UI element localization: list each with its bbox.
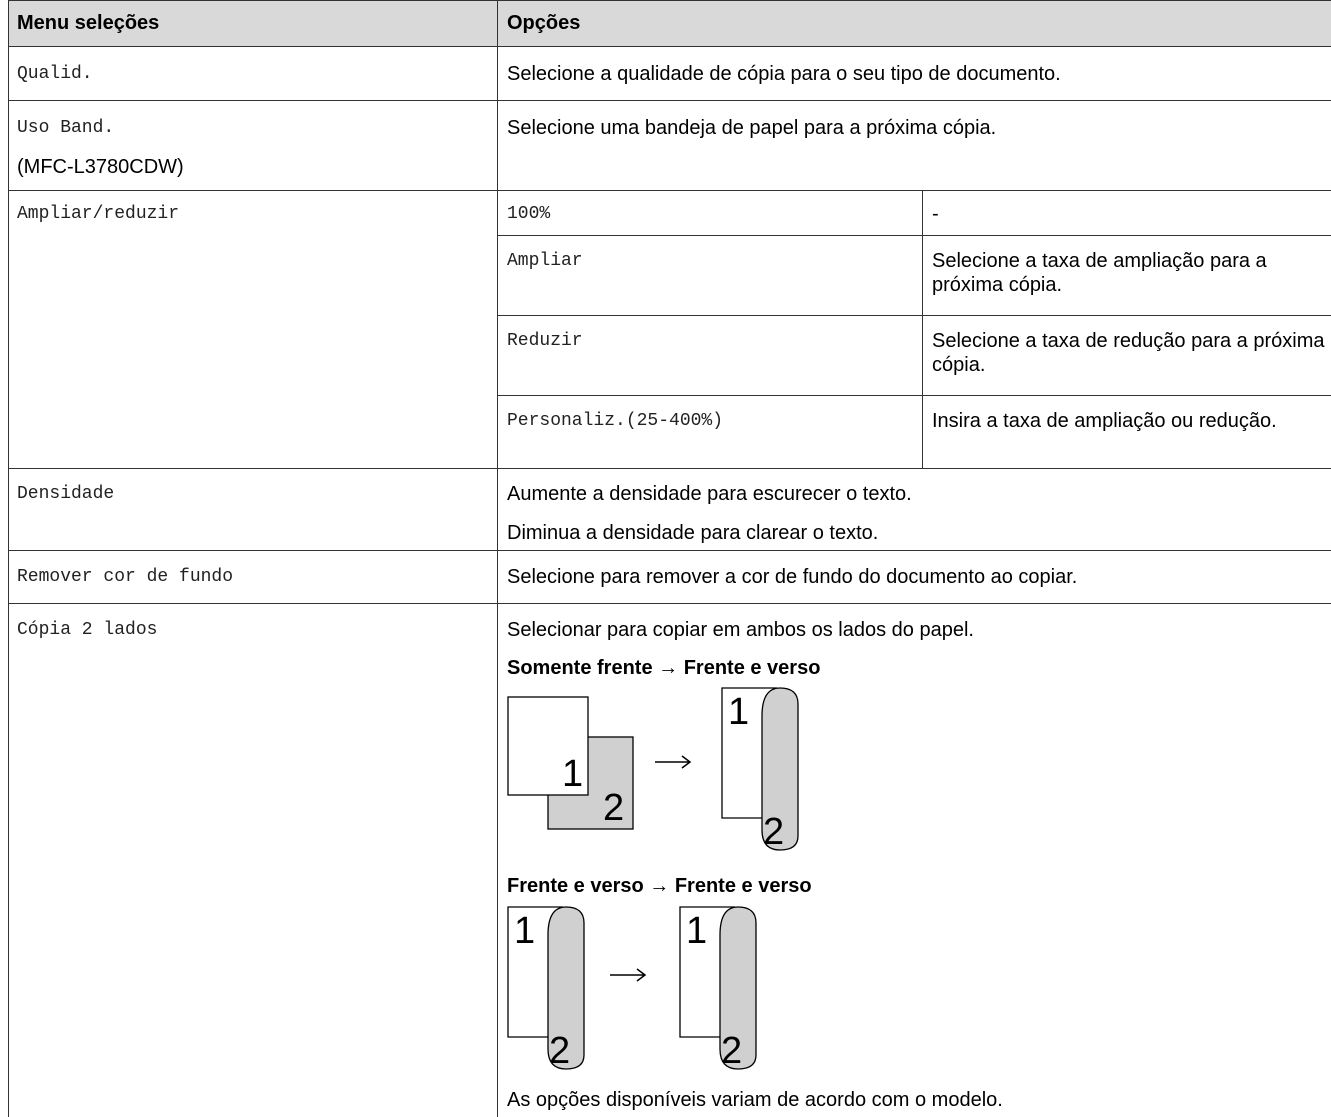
option-text: Selecione uma bandeja de papel para a pr…	[507, 117, 997, 139]
note: As opções disponíveis variam de acordo c…	[507, 1089, 1003, 1111]
menu-item: Qualid.	[17, 64, 93, 84]
rule	[8, 0, 1331, 1]
suboption-desc: -	[932, 203, 939, 225]
rule	[922, 190, 923, 468]
diagram-caption: Frente e verso → Frente e verso	[507, 875, 812, 897]
page-number: 2	[603, 787, 624, 829]
rule	[497, 235, 1331, 236]
rule	[497, 0, 498, 1117]
header-row	[8, 0, 1331, 46]
rule	[497, 315, 1331, 316]
rule	[8, 468, 1331, 469]
menu-item: Densidade	[17, 484, 115, 504]
suboption-name: 100%	[507, 204, 551, 224]
suboption-name: Reduzir	[507, 331, 583, 351]
rule	[8, 100, 1331, 101]
page-number: 1	[514, 910, 535, 952]
suboption-name: Ampliar	[507, 251, 583, 271]
page-number: 2	[763, 811, 784, 853]
suboption-desc: Selecione a taxa de ampliação para a pró…	[932, 250, 1267, 296]
arrow	[610, 755, 692, 982]
menu-item: Uso Band.	[17, 118, 115, 138]
rule	[8, 190, 1331, 191]
page-front	[507, 696, 589, 796]
rule	[497, 395, 1331, 396]
menu-item: Remover cor de fundo	[17, 567, 234, 587]
menu-item: Cópia 2 lados	[17, 620, 158, 640]
page-outline	[679, 906, 735, 1038]
suboption-desc: Selecione a taxa de redução para a próxi…	[932, 330, 1325, 376]
page-number: 1	[686, 910, 707, 952]
page-number: 2	[721, 1030, 742, 1072]
page-flap	[761, 687, 799, 851]
option-text: Diminua a densidade para clarear o texto…	[507, 522, 879, 544]
diagram-caption: Somente frente → Frente e verso	[507, 657, 821, 679]
option-text: Aumente a densidade para escurecer o tex…	[507, 483, 912, 505]
suboption-desc: Insira a taxa de ampliação ou redução.	[932, 410, 1277, 432]
page-number: 2	[549, 1030, 570, 1072]
model-note: (MFC-L3780CDW)	[17, 156, 184, 178]
header-cell: Opções	[507, 12, 581, 34]
option-text: Selecione para remover a cor de fundo do…	[507, 566, 1078, 588]
page-flap	[719, 906, 757, 1070]
option-text: Selecionar para copiar em ambos os lados…	[507, 619, 974, 641]
rule	[8, 603, 1331, 604]
suboption-name: Personaliz.(25-400%)	[507, 411, 724, 431]
page-number: 1	[562, 753, 583, 795]
page-flap	[547, 906, 585, 1070]
page-number: 1	[728, 691, 749, 733]
page-outline	[721, 687, 777, 819]
option-text: Selecione a qualidade de cópia para o se…	[507, 63, 1061, 85]
rule	[8, 550, 1331, 551]
header-cell: Menu seleções	[17, 12, 160, 34]
rule	[8, 46, 1331, 47]
menu-item: Ampliar/reduzir	[17, 204, 180, 224]
page-outline	[507, 906, 563, 1038]
rule	[8, 0, 9, 1117]
